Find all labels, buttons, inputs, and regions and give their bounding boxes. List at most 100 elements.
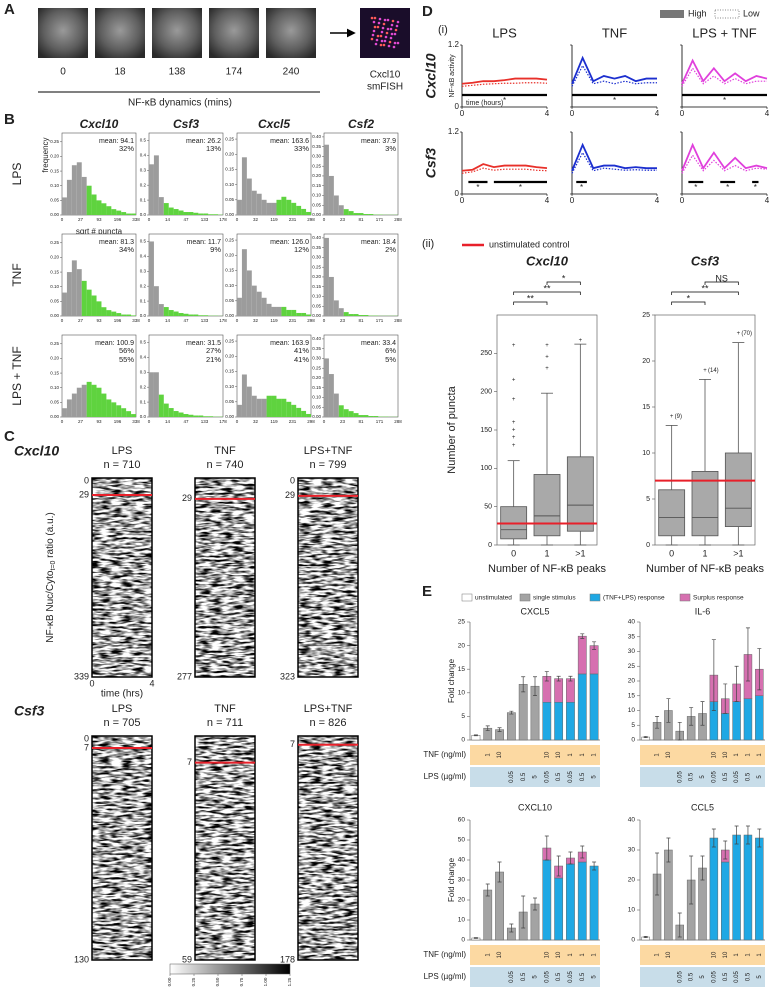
x-tick-label: 119 bbox=[270, 217, 278, 222]
error-bar bbox=[485, 883, 490, 897]
y-tick-label: 10 bbox=[458, 690, 466, 697]
hist-bar bbox=[338, 308, 344, 316]
box bbox=[533, 474, 561, 537]
bracket bbox=[671, 291, 739, 295]
error-bar bbox=[734, 825, 739, 845]
lps-value: 0.05 bbox=[711, 771, 717, 783]
lps-strip bbox=[470, 967, 600, 987]
box bbox=[724, 452, 752, 527]
hist-bar bbox=[271, 306, 277, 316]
error-bar bbox=[666, 698, 671, 723]
tnf-value: 1 bbox=[568, 953, 574, 957]
hist-bar bbox=[183, 212, 189, 215]
hist-bar bbox=[131, 414, 136, 417]
panel-label: A bbox=[4, 1, 15, 18]
hist-bar bbox=[193, 415, 199, 417]
tnf-value: 10 bbox=[544, 751, 550, 758]
gene-header: Csf2 bbox=[348, 117, 374, 131]
y-tick-label: 0.10 bbox=[225, 283, 234, 288]
bar bbox=[709, 837, 719, 941]
hist-bar bbox=[286, 309, 292, 316]
hist-bar bbox=[116, 313, 122, 316]
bar bbox=[554, 877, 564, 941]
chart-title: IL-6 bbox=[695, 606, 711, 616]
x-tick-label: 288 bbox=[394, 419, 402, 424]
axis-label: time (hrs) bbox=[101, 689, 143, 700]
y-tick-label: 0.2 bbox=[140, 283, 147, 288]
hist-bar bbox=[91, 295, 97, 316]
smfish-dot bbox=[386, 18, 390, 22]
y-tick-label: 15 bbox=[642, 404, 650, 411]
error-bar bbox=[689, 707, 694, 726]
error-bar bbox=[497, 727, 502, 732]
hist-bar bbox=[301, 208, 307, 215]
x-tick-label: 231 bbox=[289, 318, 297, 323]
lps-value: 5 bbox=[700, 775, 706, 779]
hist-bar bbox=[106, 206, 112, 215]
percent-label: 2% bbox=[385, 245, 396, 254]
x-tick-label: 171 bbox=[376, 318, 384, 323]
hist-bar bbox=[163, 203, 169, 215]
error-bar bbox=[485, 725, 490, 731]
y-tick-label: 35 bbox=[628, 633, 636, 640]
percent-label: 21% bbox=[206, 355, 221, 364]
y-tick-label: 0.35 bbox=[312, 346, 321, 351]
hist-bar bbox=[168, 207, 174, 215]
x-tick-label: 338 bbox=[132, 318, 140, 323]
x-tick-label: 23 bbox=[340, 419, 346, 424]
tnf-value: 1 bbox=[757, 953, 763, 957]
lps-value: 0.5 bbox=[689, 772, 695, 781]
y-tick-label: 0.40 bbox=[312, 235, 321, 240]
bracket-label: ** bbox=[527, 293, 535, 303]
x-tick-label: 298 bbox=[307, 217, 315, 222]
y-tick-label: 0 bbox=[455, 189, 460, 198]
smfish-dot bbox=[387, 44, 391, 48]
bar bbox=[664, 849, 673, 941]
row-label: 59 bbox=[182, 954, 192, 964]
bar bbox=[732, 701, 741, 741]
y-tick-label: 50 bbox=[484, 504, 492, 511]
map-title: LPS+TNF bbox=[304, 703, 353, 715]
cell-image bbox=[38, 8, 88, 58]
y-tick-label: 0.25 bbox=[50, 139, 59, 144]
hist-bar bbox=[333, 195, 339, 215]
hist-bar bbox=[116, 210, 122, 215]
y-tick-label: 0.20 bbox=[225, 151, 234, 156]
y-tick-label: 0.00 bbox=[225, 313, 234, 318]
lps-value: 0.5 bbox=[723, 772, 729, 781]
row-label: TNF (ng/ml) bbox=[423, 750, 466, 759]
lps-value: 5 bbox=[757, 775, 763, 779]
legend-swatch bbox=[589, 593, 601, 602]
subpanel-label: (i) bbox=[438, 24, 448, 36]
hist-bar bbox=[291, 404, 297, 417]
lps-value: 0.5 bbox=[580, 972, 586, 981]
chart-title: CXCL5 bbox=[520, 606, 549, 616]
hist-bar bbox=[121, 212, 127, 215]
legend-swatch bbox=[679, 593, 691, 602]
percent-label: 55% bbox=[119, 355, 134, 364]
trace-high bbox=[461, 163, 548, 172]
axis-label: NF-κB Nuc/Cytot=0 ratio (a.u.) bbox=[45, 512, 57, 643]
smfish-dot bbox=[372, 20, 376, 24]
hist-bar bbox=[296, 312, 302, 316]
legend-label: Surplus response bbox=[693, 595, 744, 602]
hist-bar bbox=[81, 176, 87, 215]
bar bbox=[755, 695, 764, 741]
error-bar bbox=[592, 641, 597, 650]
y-tick-label: 0.15 bbox=[225, 167, 234, 172]
hist-bar bbox=[66, 272, 72, 316]
tnf-value: 1 bbox=[580, 753, 586, 757]
significance-label: * bbox=[723, 96, 726, 105]
hist-bar bbox=[276, 199, 282, 215]
lps-value: 0.05 bbox=[509, 771, 515, 783]
significance-label: * bbox=[726, 183, 729, 192]
legend-swatch bbox=[660, 10, 684, 18]
row-label: TNF (ng/ml) bbox=[423, 950, 466, 959]
y-tick-label: 30 bbox=[628, 648, 636, 655]
y-tick-label: 0.10 bbox=[225, 182, 234, 187]
y-tick-label: 0.5 bbox=[140, 340, 147, 345]
smfish-dot bbox=[394, 28, 398, 32]
hist-bar bbox=[91, 194, 97, 215]
y-tick-label: 5 bbox=[631, 722, 635, 729]
bracket-label: ** bbox=[701, 283, 709, 293]
